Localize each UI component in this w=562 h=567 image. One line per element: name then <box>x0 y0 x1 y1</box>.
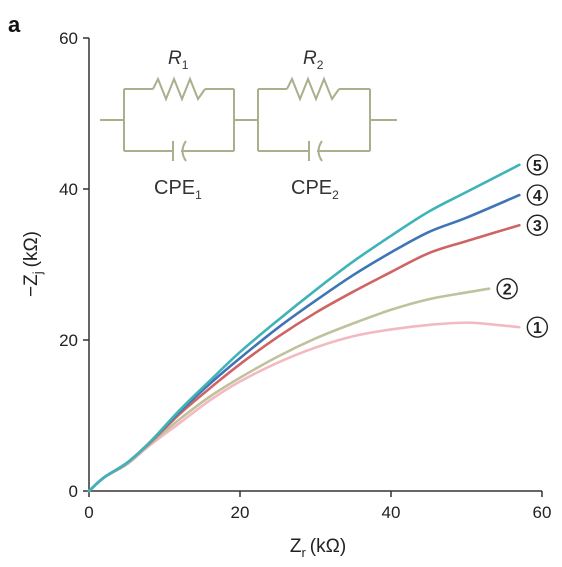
series-label-3: 3 <box>533 218 542 235</box>
resistor-1-label-sub: 1 <box>182 58 189 72</box>
resistor-2-zigzag <box>286 76 340 102</box>
cpe-2-label-sub: 2 <box>332 188 339 202</box>
y-tick-label: 20 <box>59 331 78 350</box>
y-axis-label: −Zj (kΩ) <box>21 231 45 297</box>
resistor-1-label-main: R <box>168 48 182 69</box>
x-axis-label: Zr (kΩ) <box>290 536 346 560</box>
panel-label: a <box>8 12 21 37</box>
series-label-2: 2 <box>503 282 512 299</box>
resistor-2-label: R2 <box>303 48 324 72</box>
series-label-5: 5 <box>533 158 542 175</box>
series-label-circle-1 <box>526 316 549 338</box>
resistor-1-zigzag <box>152 76 206 102</box>
cpe-1-label: CPE1 <box>154 177 202 202</box>
series-label-circle-2 <box>496 277 518 300</box>
series-group <box>87 163 521 493</box>
series-label-circle-3 <box>526 214 549 236</box>
x-axis-label-unit: (kΩ) <box>310 536 346 557</box>
series-label-circle-4 <box>526 184 549 206</box>
resistor-2-label-main: R <box>303 48 317 69</box>
cpe-2-label-main: CPE <box>291 177 332 199</box>
y-axis-label-prefix: −Z <box>21 274 42 297</box>
y-tick-label: 60 <box>59 29 78 48</box>
axes <box>88 38 542 492</box>
series-line-1 <box>87 321 521 493</box>
y-axis-label-unit: (kΩ) <box>21 231 42 267</box>
x-axis-label-sub: r <box>301 545 306 560</box>
series-line-3 <box>87 223 521 493</box>
x-tick-label: 20 <box>231 503 250 522</box>
y-tick-label: 0 <box>69 482 78 501</box>
resistor-1-label: R1 <box>168 48 189 72</box>
x-tick-label: 60 <box>533 503 552 522</box>
x-tick-label: 40 <box>382 503 401 522</box>
resistor-2-label-sub: 2 <box>317 58 324 72</box>
series-labels: 1 2 3 4 5 <box>496 154 549 338</box>
y-tick-label: 40 <box>59 180 78 199</box>
x-tick-label: 0 <box>84 503 93 522</box>
cpe-1-label-sub: 1 <box>195 188 202 202</box>
cpe-1-label-main: CPE <box>154 177 195 199</box>
cpe-2-label: CPE2 <box>291 177 339 202</box>
series-label-1: 1 <box>533 320 542 337</box>
axis-ticks: 0 20 40 60 0 20 40 60 <box>59 29 551 522</box>
series-label-circle-5 <box>526 154 549 176</box>
y-axis-label-sub: j <box>30 271 45 275</box>
x-axis-label-main: Z <box>290 536 302 557</box>
equivalent-circuit: R1 R2 CPE1 CPE2 <box>100 48 397 202</box>
series-line-5 <box>87 163 521 493</box>
series-label-4: 4 <box>533 188 542 205</box>
